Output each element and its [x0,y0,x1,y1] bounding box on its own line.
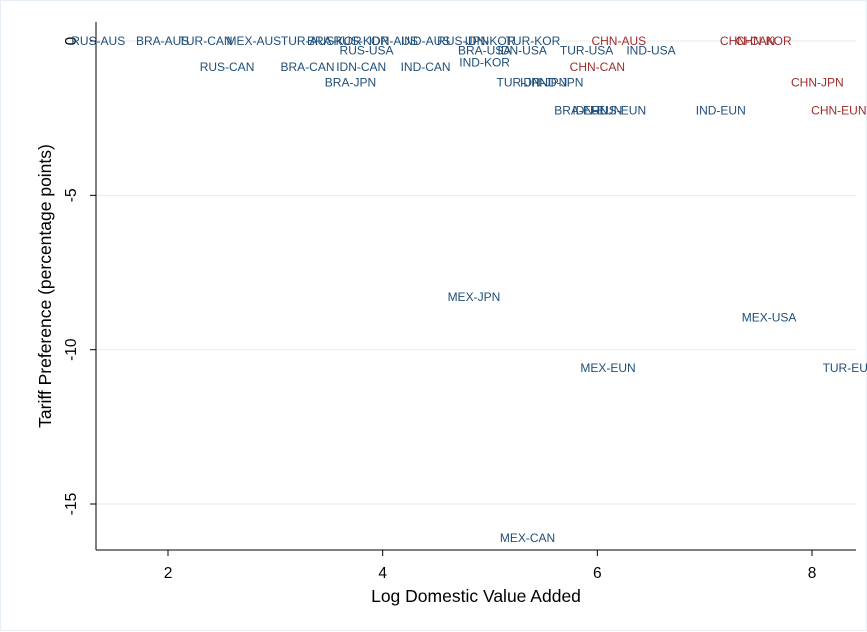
point-label: IDN-USA [498,43,547,57]
point-label: CHN-CAN [570,60,625,74]
point-label: MEX-JPN [448,290,501,304]
point-label: TUR-CAN [179,34,233,48]
point-label: BRA-JPN [325,76,376,90]
y-tick-label: 0 [63,36,80,45]
point-label: RUS-JPN [437,34,489,48]
point-label: CHN-KOR [736,34,792,48]
point-label: TUR-EUN [823,361,867,375]
point-label: IND-KOR [459,56,510,70]
y-tick-label: -10 [63,338,80,361]
point-label: RUS-CAN [200,60,255,74]
point-label: IND-CAN [401,60,451,74]
point-label: BRA-EUN [554,103,608,117]
point-label: RUS-USA [340,43,394,57]
axes [95,22,856,551]
point-label: IND-USA [626,43,675,57]
point-label: BRA-AUS [136,34,189,48]
point-label: IDN-KOR [465,34,516,48]
y-tick-label: -15 [63,493,80,515]
x-ticks: 2 4 6 8 [164,550,817,582]
point-label: RUS-AUS [71,34,125,48]
point-label: MEX-AUS [227,34,282,48]
point-label: TUR-KOR [506,34,561,48]
point-label: IND-AUS [401,34,450,48]
x-tick-label: 8 [808,565,817,582]
point-label: IDN-CAN [336,60,386,74]
point-label: CHN-CAN [720,34,775,48]
point-label: BRA-CAN [281,60,335,74]
point-label: IND-JPN [536,76,583,90]
point-label: CHN-AUS [591,34,646,48]
y-axis-title: Tariff Preference (percentage points) [35,144,55,428]
point-label: CHN-JPN [791,76,844,90]
point-label: BRA-USA [458,43,511,57]
x-axis-title: Log Domestic Value Added [371,586,581,606]
point-label: TUR-USA [560,43,613,57]
gridlines [96,40,856,505]
x-tick-label: 6 [593,565,602,582]
point-label: IDN-JPN [520,76,567,90]
point-label: CHN-EUN [811,103,866,117]
y-ticks: 0 -5 -10 -15 [63,36,96,515]
point-label: IDN-AUS [369,34,418,48]
point-label: RUS-EUN [591,103,646,117]
point-label: RUS-KOR [334,34,390,48]
point-label: MEX-CAN [500,531,555,545]
x-tick-label: 4 [378,565,387,582]
point-label: BRA-KOR [307,34,362,48]
y-tick-label: -5 [63,188,80,202]
point-label: MEX-USA [742,310,797,324]
point-label: TUR-JPN [497,76,548,90]
point-label: MEX-EUN [580,361,635,375]
point-label: IDN-EUN [572,103,622,117]
x-tick-label: 2 [164,565,173,582]
point-label: TUR-AUS [281,34,334,48]
point-label: IND-EUN [696,103,746,117]
